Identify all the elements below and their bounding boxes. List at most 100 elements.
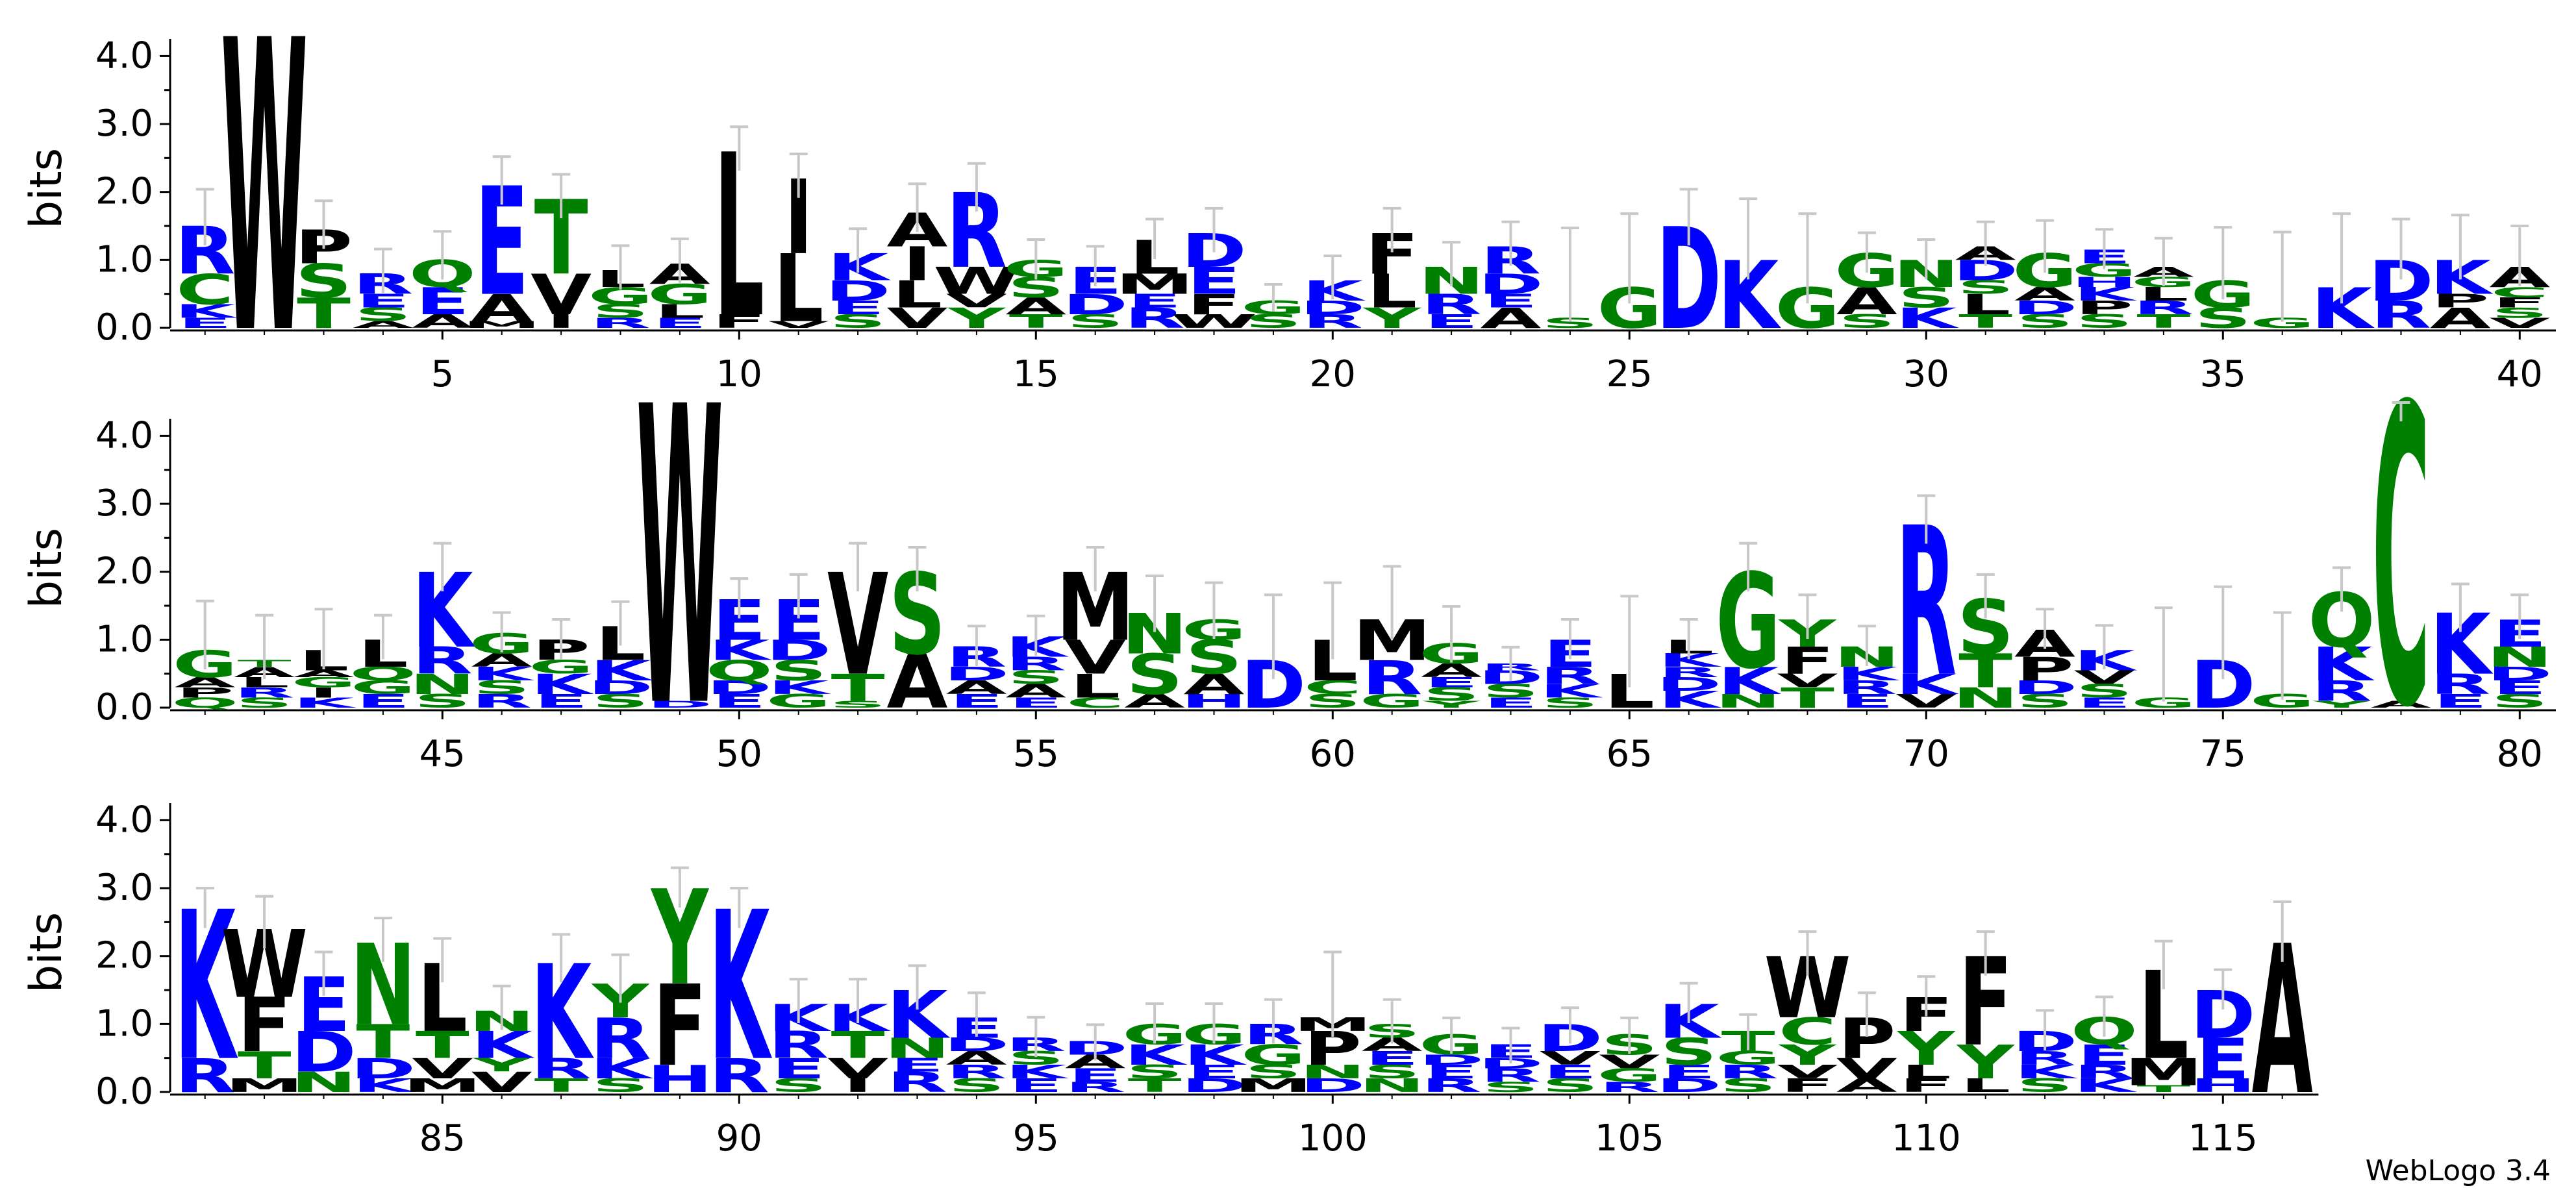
logo-column-53: AS <box>887 546 947 725</box>
residue-W: W <box>221 0 308 423</box>
residue-D: D <box>1419 1052 1484 1068</box>
residue-R: R <box>1658 664 1719 680</box>
residue-Y: Y <box>2312 699 2371 710</box>
residue-F: F <box>2493 295 2547 311</box>
residue-S: S <box>1719 1074 1776 1096</box>
residue-S: S <box>1423 684 1479 705</box>
residue-Q: Q <box>349 663 416 684</box>
residue-K: K <box>827 246 891 289</box>
residue-R: R <box>768 1024 829 1067</box>
residue-A: A <box>946 1047 1007 1069</box>
residue-K: K <box>412 552 475 671</box>
residue-R: R <box>709 1048 769 1103</box>
residue-L: L <box>1960 1074 2010 1096</box>
residue-M: M <box>1234 1074 1313 1096</box>
residue-D: D <box>2012 676 2078 698</box>
logo-column-29: SAG <box>1834 231 1899 332</box>
logo-column-74: G <box>2131 606 2196 711</box>
residue-K: K <box>1895 302 1960 334</box>
residue-S: S <box>414 690 471 712</box>
residue-R: R <box>2371 293 2431 336</box>
residue-E: E <box>1543 1061 1597 1082</box>
residue-S: S <box>592 1074 649 1096</box>
residue-L: L <box>1367 264 1417 319</box>
logo-column-90: RK <box>708 869 772 1107</box>
logo-column-81: RK <box>175 869 238 1107</box>
residue-S: S <box>1126 1061 1182 1082</box>
y-tick-label: 3.0 <box>95 482 153 525</box>
residue-S: S <box>1305 690 1361 712</box>
logo-column-27: K <box>1718 197 1781 351</box>
residue-T: T <box>356 1015 410 1069</box>
residue-A: A <box>353 319 414 330</box>
residue-V: V <box>2489 315 2551 331</box>
logo-column-25: G <box>1597 212 1662 341</box>
residue-S: S <box>1186 630 1242 685</box>
residue-H: H <box>2190 1074 2257 1096</box>
residue-S: S <box>355 304 411 325</box>
residue-K: K <box>175 301 238 322</box>
residue-T: T <box>1009 310 1063 332</box>
residue-D: D <box>291 1019 356 1085</box>
residue-E: E <box>356 690 410 712</box>
residue-M: M <box>1116 268 1194 301</box>
residue-V: V <box>887 302 949 334</box>
logo-column-103: SRDE <box>1478 1026 1544 1095</box>
logo-column-11: VLI <box>768 153 829 343</box>
residue-R: R <box>590 1006 651 1072</box>
residue-E: E <box>1068 1065 1122 1086</box>
x-tick-label: 20 <box>1310 353 1356 395</box>
residue-R: R <box>1065 1079 1125 1095</box>
residue-T: T <box>534 1074 588 1096</box>
y-tick-label: 0.0 <box>95 686 153 728</box>
x-tick-label: 10 <box>716 353 762 395</box>
y-axis-label: bits <box>21 528 72 608</box>
residue-R: R <box>1124 302 1184 334</box>
residue-E: E <box>1187 1061 1241 1082</box>
residue-K: K <box>1302 275 1366 307</box>
logo-column-83: NDE <box>291 950 356 1098</box>
residue-K: K <box>1005 1061 1069 1082</box>
residue-S: S <box>2492 304 2548 321</box>
residue-A: A <box>1836 1074 1897 1096</box>
residue-K: K <box>1124 1039 1188 1071</box>
residue-S: S <box>770 654 827 687</box>
residue-K: K <box>2014 1061 2078 1082</box>
residue-L: L <box>1960 288 2010 321</box>
residue-T: T <box>1958 310 2012 332</box>
residue-T: T <box>1128 1074 1182 1096</box>
residue-R: R <box>1836 676 1897 698</box>
residue-G: G <box>647 279 712 311</box>
residue-D: D <box>707 676 772 698</box>
y-tick-label: 2.0 <box>95 171 153 213</box>
residue-R: R <box>234 684 294 700</box>
logo-column-111: LYF <box>1957 930 2016 1097</box>
residue-H: H <box>2071 274 2138 290</box>
residue-W: W <box>933 260 1020 303</box>
residue-S: S <box>2195 302 2251 334</box>
logo-column-7: IVT <box>531 173 592 332</box>
residue-A: A <box>1005 680 1066 702</box>
residue-C: C <box>1779 1010 1836 1053</box>
residue-R: R <box>590 315 651 331</box>
residue-V: V <box>1599 1051 1660 1072</box>
residue-K: K <box>1895 668 1960 700</box>
residue-I: I <box>903 237 932 291</box>
residue-L: L <box>892 273 942 316</box>
residue-K: K <box>1718 660 1781 703</box>
residue-A: A <box>471 287 532 330</box>
residue-R: R <box>1540 663 1600 690</box>
y-tick-label: 4.0 <box>95 414 153 456</box>
